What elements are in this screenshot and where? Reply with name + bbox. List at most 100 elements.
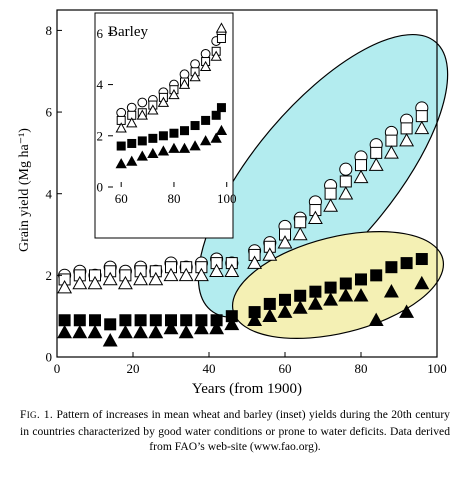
main-point-filled-triangle-8 (178, 324, 194, 339)
main-point-open-triangle-15 (292, 226, 308, 241)
main-point-filled-square-16 (309, 285, 322, 298)
inset-point-filled-square-5 (169, 128, 179, 138)
inset-point-filled-square-9 (211, 110, 221, 120)
main-point-open-triangle-19 (353, 169, 369, 184)
main-point-open-triangle-21 (383, 145, 399, 159)
caption-label-initial: F (20, 408, 27, 421)
main-y-tick-label: 4 (46, 186, 53, 201)
inset-point-filled-triangle-3 (147, 147, 159, 159)
main-point-open-triangle-0 (57, 279, 73, 294)
main-point-filled-square-19 (355, 273, 367, 286)
inset-point-open-circle-2 (137, 97, 148, 108)
inset-point-open-circle-6 (179, 69, 190, 80)
main-point-filled-triangle-16 (307, 296, 323, 310)
main-x-axis-label: Years (from 1900) (192, 381, 302, 397)
inset-point-open-triangle-5 (168, 88, 180, 100)
inset-x-tick-label: 100 (217, 191, 237, 206)
main-point-filled-triangle-2 (87, 324, 103, 339)
inset-x-tick-label: 60 (115, 191, 128, 206)
main-x-tick-label: 0 (54, 361, 61, 376)
main-point-open-triangle-6 (148, 271, 164, 286)
main-point-filled-triangle-12 (247, 312, 263, 327)
main-point-filled-triangle-15 (292, 300, 308, 314)
inset-background (94, 12, 234, 239)
inset-title: Barley (108, 24, 148, 40)
main-point-open-square-20 (370, 146, 383, 159)
main-y-tick-label: 8 (46, 23, 53, 38)
main-point-filled-square-4 (119, 314, 132, 327)
main-point-filled-square-6 (149, 314, 162, 327)
inset-point-open-triangle-6 (178, 78, 191, 89)
main-point-filled-triangle-7 (163, 320, 179, 335)
main-point-open-triangle-18 (338, 186, 354, 200)
main-point-open-triangle-22 (399, 133, 415, 147)
main-point-filled-square-14 (279, 293, 291, 306)
caption-text: Pattern of increases in mean wheat and b… (20, 408, 450, 453)
main-point-filled-square-20 (370, 269, 383, 282)
inset-point-open-triangle-7 (189, 71, 201, 82)
inset-point-filled-square-1 (127, 138, 137, 148)
caption-label-number: . 1. (36, 408, 54, 421)
main-point-filled-square-15 (294, 289, 307, 302)
main-point-filled-triangle-13 (262, 308, 278, 322)
main-point-filled-triangle-17 (323, 292, 339, 306)
main-point-open-triangle-12 (247, 255, 263, 269)
main-point-filled-square-0 (58, 314, 71, 327)
main-point-open-square-15 (294, 216, 307, 229)
main-point-open-square-22 (400, 122, 413, 135)
inset-point-filled-square-6 (180, 126, 190, 136)
main-point-filled-square-13 (263, 297, 276, 310)
inset-point-open-triangle-2 (136, 109, 148, 120)
inset-point-filled-triangle-5 (168, 142, 180, 153)
main-point-open-square-23 (415, 110, 428, 123)
inset-point-filled-triangle-0 (115, 158, 127, 169)
main-point-open-square-19 (355, 159, 367, 172)
inset-point-filled-triangle-7 (189, 140, 201, 151)
inset-point-open-triangle-8 (199, 60, 212, 71)
inset-point-open-circle-7 (190, 59, 200, 69)
main-point-open-triangle-14 (277, 235, 293, 249)
main-point-filled-square-18 (339, 277, 352, 290)
main-point-filled-square-5 (134, 314, 147, 327)
main-point-open-triangle-1 (72, 275, 88, 290)
main-point-open-triangle-3 (102, 271, 118, 286)
main-point-open-square-21 (385, 134, 398, 147)
main-point-open-triangle-9 (193, 267, 209, 282)
inset-point-filled-square-2 (137, 136, 147, 146)
inset-point-open-triangle-0 (115, 122, 127, 133)
inset-y-tick-label: 2 (97, 128, 104, 143)
main-y-axis-label: Grain yield (Mg ha⁻¹) (17, 128, 32, 252)
inset-point-open-circle-1 (126, 102, 137, 113)
inset-point-filled-square-7 (190, 121, 200, 131)
main-point-filled-square-1 (73, 314, 86, 327)
main-point-filled-square-3 (104, 318, 117, 331)
main-point-filled-triangle-14 (277, 304, 293, 318)
main-point-open-triangle-4 (117, 275, 133, 290)
main-point-filled-triangle-9 (193, 320, 209, 335)
inset-point-filled-triangle-2 (136, 150, 148, 161)
caption-label: FIG. 1. (20, 408, 53, 421)
inset-point-filled-triangle-1 (126, 155, 138, 166)
inset-point-open-triangle-1 (126, 117, 138, 128)
inset-point-filled-square-10 (216, 103, 226, 113)
main-y-tick-label: 0 (46, 350, 53, 365)
main-plot-frame (56, 9, 438, 358)
main-point-open-circle-18 (339, 162, 353, 176)
caption-label-smallcaps: IG (26, 410, 37, 420)
main-x-tick-label: 80 (355, 361, 368, 376)
inset-axes: 60 80 100 0 2 4 6 (97, 26, 237, 206)
main-point-open-square-18 (339, 175, 352, 188)
inset-point-filled-square-3 (148, 133, 158, 143)
inset-point-filled-triangle-8 (199, 135, 212, 146)
main-point-filled-triangle-23 (414, 275, 430, 290)
inset-y-tick-label: 0 (97, 180, 104, 195)
main-x-tick-label: 20 (127, 361, 140, 376)
main-point-filled-triangle-19 (353, 288, 369, 302)
main-data-points (57, 101, 430, 347)
main-point-filled-triangle-11 (224, 316, 240, 331)
main-point-filled-triangle-6 (148, 324, 164, 339)
inset-point-filled-triangle-6 (178, 142, 191, 153)
main-point-filled-triangle-3 (102, 333, 118, 347)
main-point-filled-triangle-21 (383, 284, 399, 298)
